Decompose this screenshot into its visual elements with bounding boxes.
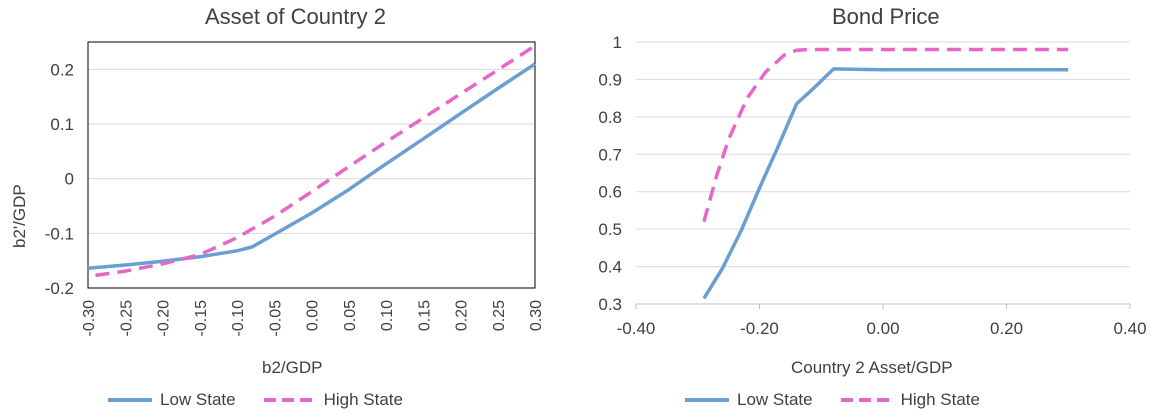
x-tick-label: 0.25: [491, 300, 508, 331]
legend-item-high-state: High State: [840, 390, 980, 410]
x-tick-label: 0.05: [342, 300, 359, 331]
legend: Low State High State: [685, 390, 1008, 410]
chart-title: Bond Price: [832, 4, 940, 29]
legend-item-low-state: Low State: [108, 390, 236, 410]
legend-swatch-low: [108, 398, 152, 402]
y-tick-label: 0.1: [50, 115, 74, 134]
x-tick-label: -0.40: [617, 319, 656, 338]
series-line-high-state: [95, 44, 536, 278]
x-tick-label: 0.15: [416, 300, 433, 331]
y-tick-label: 0: [65, 170, 74, 189]
y-tick-label: -0.2: [45, 279, 74, 298]
x-tick-label: -0.05: [267, 300, 284, 337]
x-axis-title: b2/GDP: [262, 358, 323, 377]
chart-bond-price: Bond Price 0.3 0.4 0.5 0.6 0.7 0.8 0.9 1 -0.40 -0…: [575, 0, 1163, 415]
legend-swatch-high: [263, 398, 316, 402]
y-tick-label: 0.4: [598, 258, 622, 277]
legend-label-high: High State: [900, 390, 980, 409]
legend-swatch-low: [685, 398, 729, 402]
series-line-low-state: [702, 67, 1069, 300]
x-tick-label: 0.00: [305, 300, 322, 331]
x-tick-label: 0.20: [454, 300, 471, 331]
legend-label-high: High State: [323, 390, 403, 409]
y-tick-label: 0.7: [598, 145, 622, 164]
y-tick-label: 1: [613, 33, 622, 52]
legend-swatch-high: [840, 398, 893, 402]
legend-item-high-state: High State: [263, 390, 403, 410]
chart-title: Asset of Country 2: [205, 4, 386, 29]
x-tick-label: -0.10: [230, 300, 247, 337]
y-tick-label: 0.5: [598, 220, 622, 239]
plot-area: -0.2-0.100.10.2-0.30 -0.25 -0.20 -0.15 -0.10…: [45, 41, 545, 337]
legend-label-low: Low State: [737, 390, 813, 409]
x-tick-label: -0.20: [740, 319, 779, 338]
legend: Low State High State: [108, 390, 431, 410]
plot-area: 0.3 0.4 0.5 0.6 0.7 0.8 0.9 1 -0.40 -0.20 0.00 0.20…: [598, 33, 1146, 338]
x-tick-label: 0.20: [990, 319, 1023, 338]
x-tick-label: 0.30: [528, 300, 545, 331]
x-tick-label: -0.30: [81, 300, 98, 337]
y-axis-title: b2'/GDP: [10, 184, 29, 248]
chart-asset-country-2: Asset of Country 2 -0.2 -0.1 0 0.1 0.2 -0.30-…: [0, 0, 575, 415]
legend-item-low-state: Low State: [685, 390, 813, 410]
y-tick-label: 0.8: [598, 108, 622, 127]
series-line-low-state: [87, 62, 536, 271]
x-tick-label: 0.10: [379, 300, 396, 331]
series-line-high-state: [702, 47, 1069, 223]
y-tick-label: -0.1: [45, 224, 74, 243]
y-tick-label: 0.6: [598, 183, 622, 202]
y-tick-label: 0.9: [598, 70, 622, 89]
plot-border: [87, 41, 536, 289]
x-tick-label: -0.20: [156, 300, 173, 337]
y-tick-label: 0.3: [598, 295, 622, 314]
legend-label-low: Low State: [160, 390, 236, 409]
x-tick-label: 0.00: [866, 319, 899, 338]
x-tick-label: -0.15: [193, 300, 210, 337]
x-tick-label: -0.25: [118, 300, 135, 337]
x-tick-label: 0.40: [1113, 319, 1146, 338]
y-tick-label: 0.2: [50, 60, 74, 79]
x-axis-title: Country 2 Asset/GDP: [791, 358, 953, 377]
